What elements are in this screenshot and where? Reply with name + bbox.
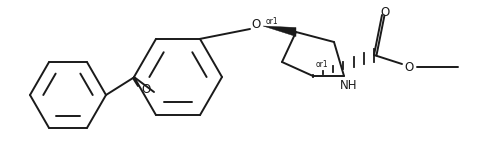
Text: or1: or1 [316, 60, 328, 68]
Text: O: O [379, 5, 389, 19]
Text: O: O [251, 18, 260, 30]
Text: O: O [404, 61, 413, 74]
Text: or1: or1 [265, 16, 278, 25]
Text: NH: NH [340, 79, 357, 91]
Polygon shape [262, 26, 295, 37]
Text: O: O [141, 82, 151, 95]
